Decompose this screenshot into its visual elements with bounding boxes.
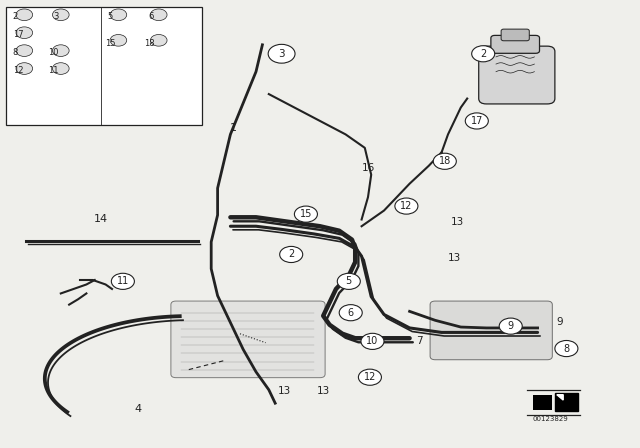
Text: 17: 17 bbox=[470, 116, 483, 126]
Circle shape bbox=[52, 45, 69, 56]
Text: 2: 2 bbox=[13, 12, 18, 21]
FancyBboxPatch shape bbox=[171, 301, 325, 378]
Text: 13: 13 bbox=[448, 253, 461, 263]
Circle shape bbox=[268, 44, 295, 63]
Circle shape bbox=[52, 63, 69, 74]
Circle shape bbox=[16, 63, 33, 74]
Text: 15: 15 bbox=[300, 209, 312, 219]
Circle shape bbox=[16, 45, 33, 56]
Circle shape bbox=[52, 9, 69, 21]
Circle shape bbox=[150, 34, 167, 46]
Text: 3: 3 bbox=[53, 12, 58, 21]
Text: 9: 9 bbox=[557, 317, 563, 327]
Text: 8: 8 bbox=[563, 344, 570, 353]
Text: 12: 12 bbox=[13, 66, 23, 75]
Polygon shape bbox=[555, 393, 578, 411]
Text: 4: 4 bbox=[134, 404, 141, 414]
Text: 10: 10 bbox=[48, 48, 58, 57]
Circle shape bbox=[395, 198, 418, 214]
Circle shape bbox=[555, 340, 578, 357]
Circle shape bbox=[16, 27, 33, 39]
Circle shape bbox=[294, 206, 317, 222]
Text: 12: 12 bbox=[364, 372, 376, 382]
Circle shape bbox=[465, 113, 488, 129]
Circle shape bbox=[358, 369, 381, 385]
Circle shape bbox=[280, 246, 303, 263]
Circle shape bbox=[433, 153, 456, 169]
Circle shape bbox=[16, 9, 33, 21]
Text: 10: 10 bbox=[366, 336, 379, 346]
Text: 6: 6 bbox=[348, 308, 354, 318]
Text: 18: 18 bbox=[144, 39, 155, 48]
Circle shape bbox=[361, 333, 384, 349]
Text: 5: 5 bbox=[108, 12, 113, 21]
FancyBboxPatch shape bbox=[479, 46, 555, 104]
Text: 14: 14 bbox=[94, 214, 108, 224]
Text: 9: 9 bbox=[508, 321, 514, 331]
Text: 13: 13 bbox=[278, 386, 291, 396]
Text: 6: 6 bbox=[148, 12, 154, 21]
Text: 13: 13 bbox=[317, 386, 330, 396]
Text: 00123829: 00123829 bbox=[532, 416, 568, 422]
Text: 11: 11 bbox=[116, 276, 129, 286]
Circle shape bbox=[339, 305, 362, 321]
Text: 2: 2 bbox=[288, 250, 294, 259]
Text: 12: 12 bbox=[400, 201, 413, 211]
Circle shape bbox=[499, 318, 522, 334]
Text: 1: 1 bbox=[230, 123, 237, 133]
FancyBboxPatch shape bbox=[430, 301, 552, 360]
Text: 8: 8 bbox=[13, 48, 18, 57]
Circle shape bbox=[110, 9, 127, 21]
Polygon shape bbox=[557, 395, 563, 400]
Bar bbox=[6, 7, 202, 125]
Text: 18: 18 bbox=[438, 156, 451, 166]
Text: 17: 17 bbox=[13, 30, 24, 39]
Text: 16: 16 bbox=[362, 163, 374, 173]
Circle shape bbox=[150, 9, 167, 21]
FancyBboxPatch shape bbox=[491, 35, 540, 53]
Text: 5: 5 bbox=[346, 276, 352, 286]
Text: 15: 15 bbox=[105, 39, 115, 48]
Circle shape bbox=[111, 273, 134, 289]
Bar bbox=[533, 395, 552, 410]
Circle shape bbox=[472, 46, 495, 62]
Text: 7: 7 bbox=[416, 336, 422, 346]
Text: 13: 13 bbox=[451, 217, 464, 227]
Circle shape bbox=[337, 273, 360, 289]
Text: 2: 2 bbox=[480, 49, 486, 59]
Text: 11: 11 bbox=[48, 66, 58, 75]
Circle shape bbox=[110, 34, 127, 46]
Text: 3: 3 bbox=[278, 49, 285, 59]
FancyBboxPatch shape bbox=[501, 29, 529, 41]
